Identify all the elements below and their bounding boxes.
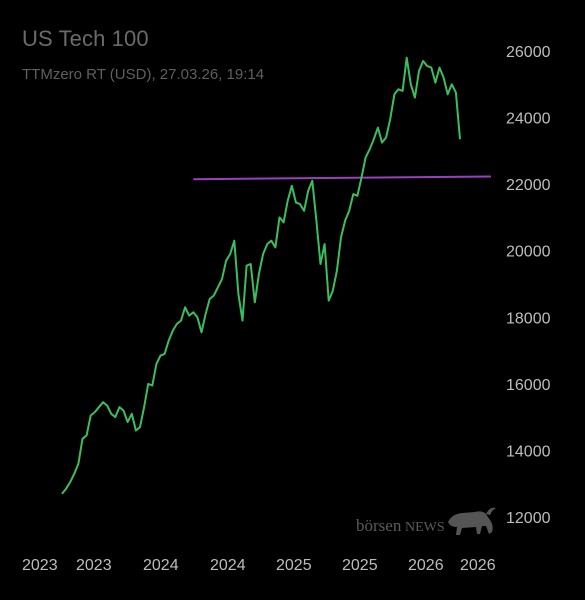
x-axis-ticks: 2023 2023 2024 2024 2025 2025 2026 2026 [22, 557, 496, 574]
y-tick-label: 18000 [506, 310, 551, 327]
reference-line [193, 175, 492, 181]
x-tick-label: 2024 [210, 557, 246, 574]
chart-subtitle: TTMzero RT (USD), 27.03.26, 19:14 [22, 66, 265, 83]
y-tick-label: 22000 [506, 177, 551, 194]
watermark-brand-lower: börsen [356, 516, 402, 535]
watermark-brand-upper: NEWS [405, 520, 445, 535]
y-tick-label: 26000 [506, 44, 551, 61]
chart-title: US Tech 100 [22, 26, 149, 51]
x-tick-label: 2023 [22, 557, 58, 574]
x-tick-label: 2024 [143, 557, 179, 574]
x-tick-label: 2025 [276, 557, 312, 574]
series-line [61, 56, 461, 495]
y-tick-label: 12000 [506, 510, 551, 527]
x-tick-label: 2026 [460, 557, 496, 574]
y-axis-ticks: 12000 14000 16000 18000 20000 22000 24000 26000 [506, 44, 551, 527]
x-tick-label: 2025 [342, 557, 378, 574]
watermark: börsen NEWS [356, 507, 496, 535]
reference-line-group [193, 175, 492, 181]
bull-logo-icon [448, 507, 496, 535]
y-tick-label: 24000 [506, 111, 551, 128]
y-tick-label: 16000 [506, 377, 551, 394]
y-tick-label: 20000 [506, 244, 551, 261]
series-group [61, 56, 461, 495]
x-tick-label: 2023 [76, 557, 112, 574]
x-tick-label: 2026 [408, 557, 444, 574]
y-tick-label: 14000 [506, 443, 551, 460]
